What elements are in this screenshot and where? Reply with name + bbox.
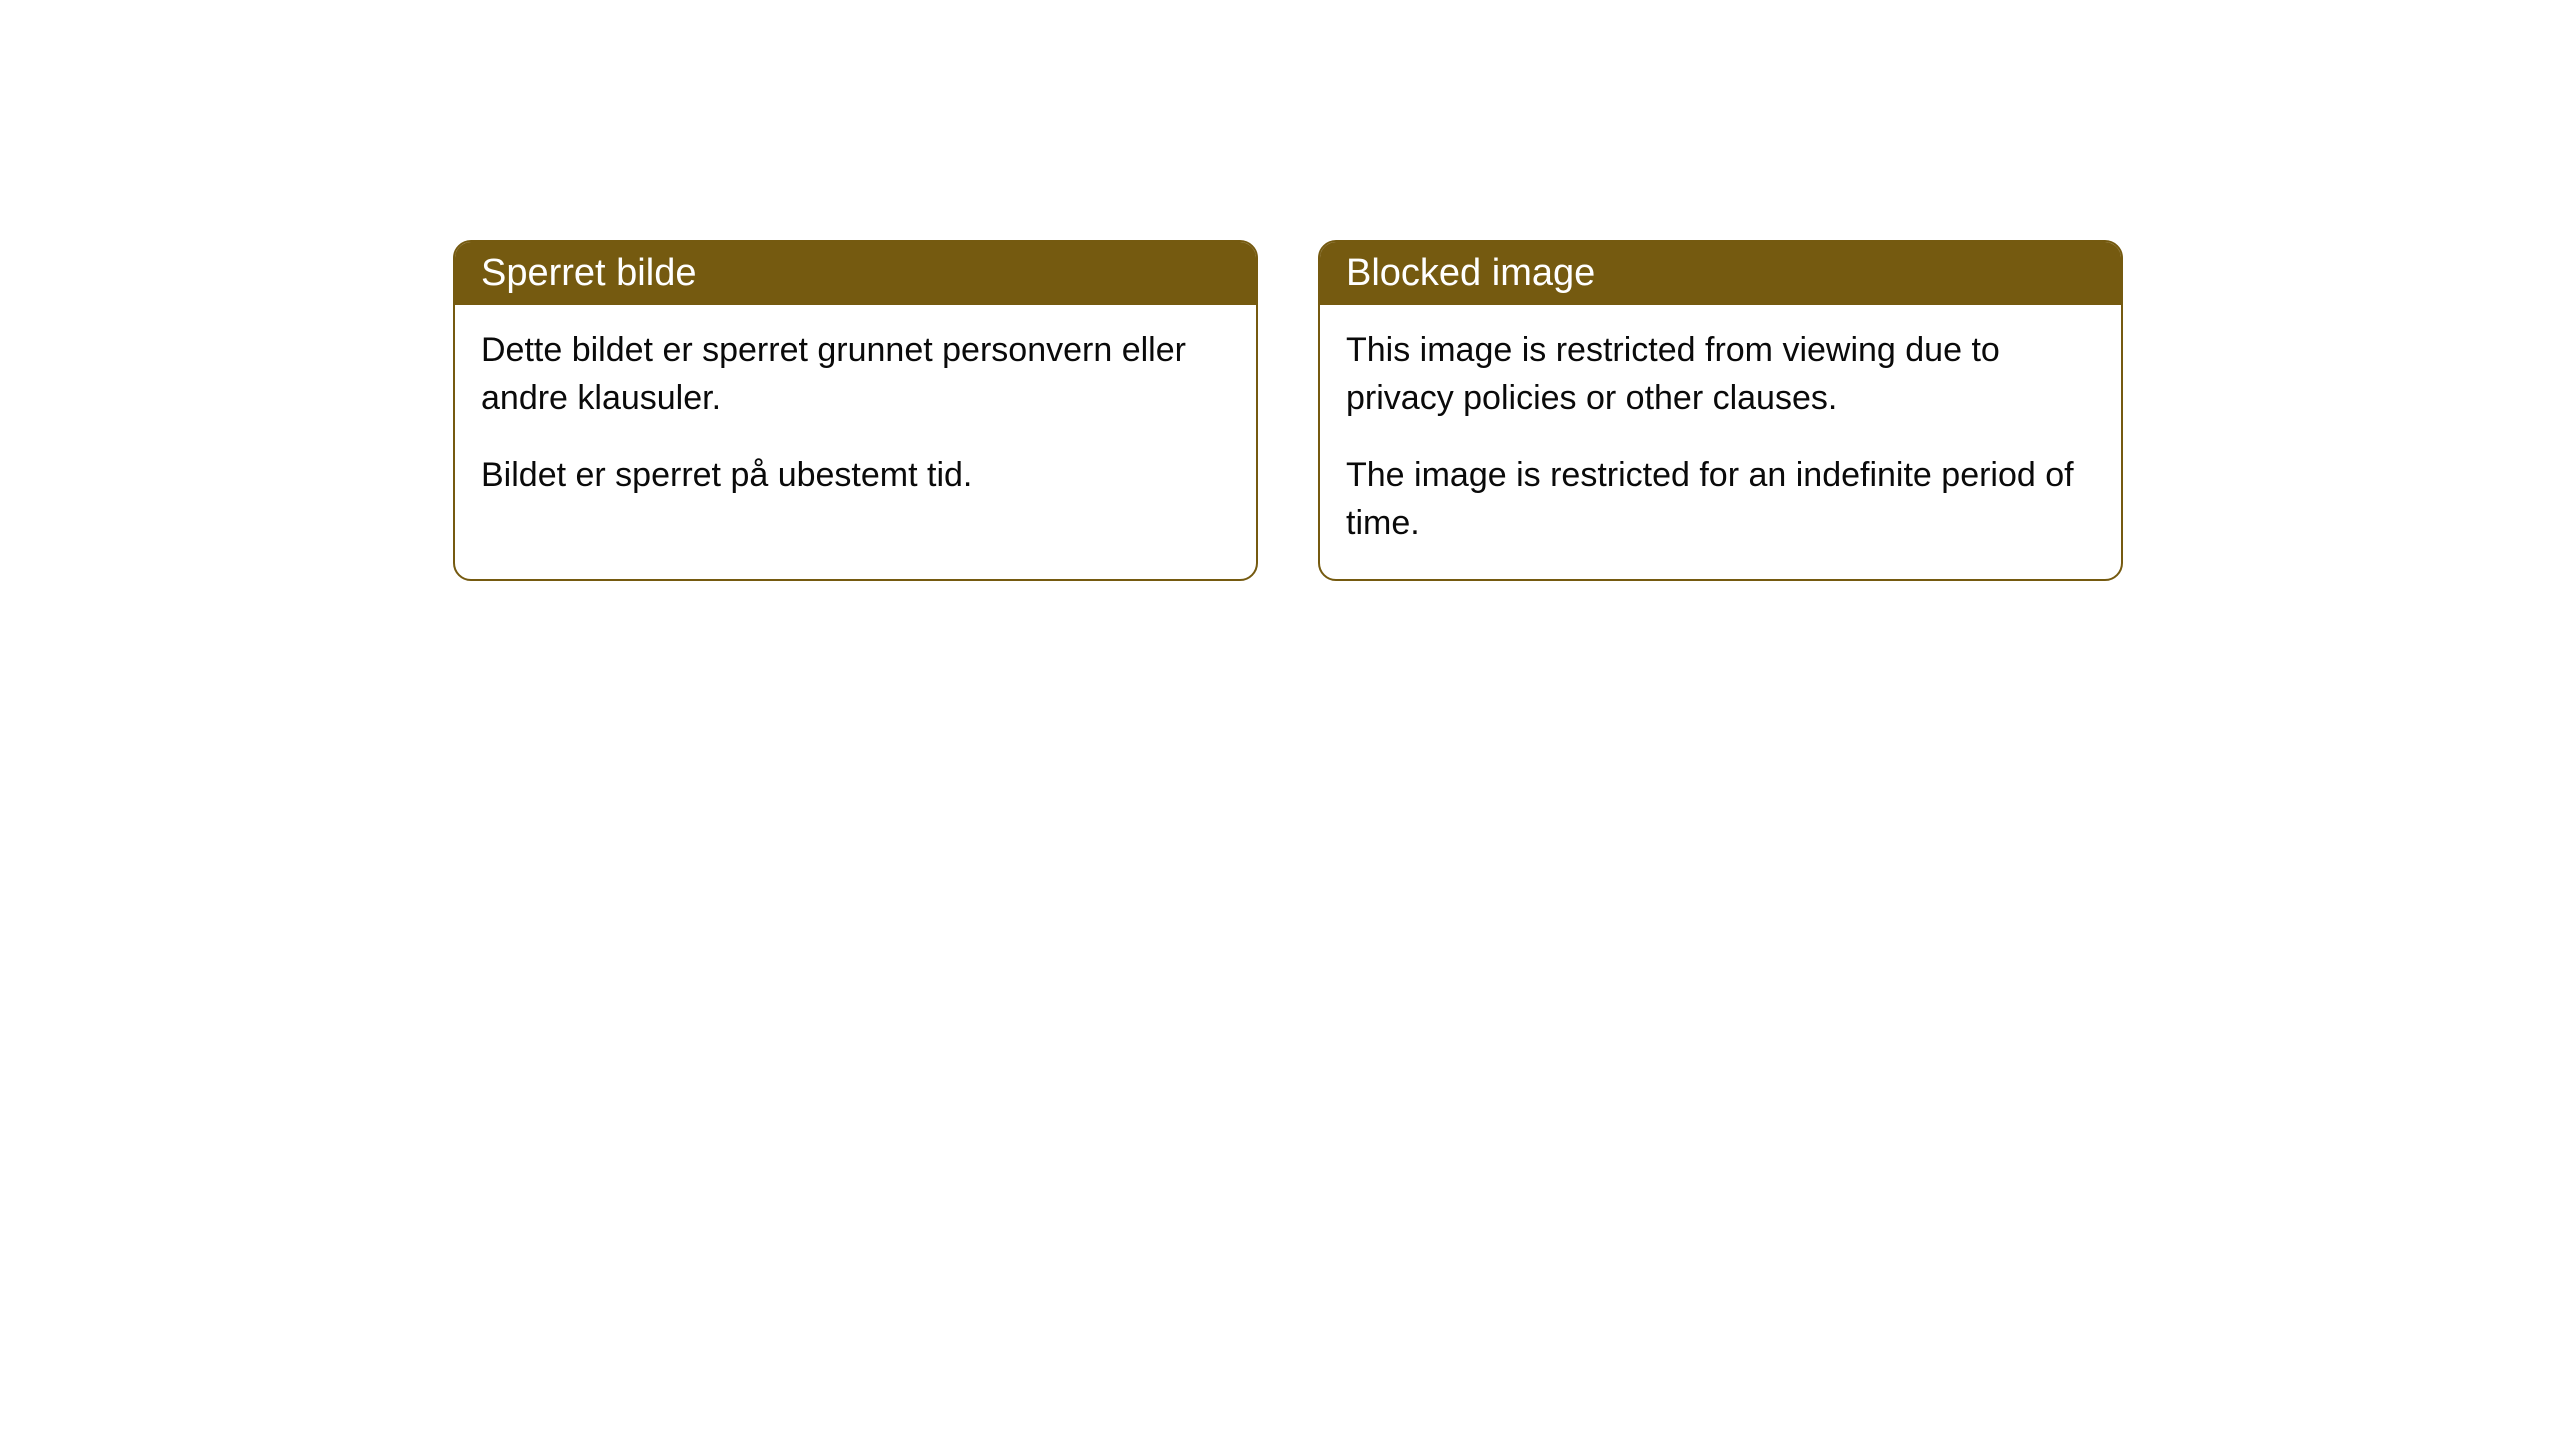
blocked-image-card-norwegian: Sperret bilde Dette bildet er sperret gr… [453,240,1258,581]
card-title: Blocked image [1346,252,1595,294]
card-body: This image is restricted from viewing du… [1320,305,2121,579]
blocked-image-card-english: Blocked image This image is restricted f… [1318,240,2123,581]
card-header: Blocked image [1320,242,2121,305]
card-body: Dette bildet er sperret grunnet personve… [455,305,1256,532]
card-title: Sperret bilde [481,252,696,294]
notice-cards-container: Sperret bilde Dette bildet er sperret gr… [453,240,2123,581]
card-paragraph: Dette bildet er sperret grunnet personve… [481,327,1230,422]
card-paragraph: This image is restricted from viewing du… [1346,327,2095,422]
card-paragraph: Bildet er sperret på ubestemt tid. [481,452,1230,500]
card-header: Sperret bilde [455,242,1256,305]
card-paragraph: The image is restricted for an indefinit… [1346,452,2095,547]
